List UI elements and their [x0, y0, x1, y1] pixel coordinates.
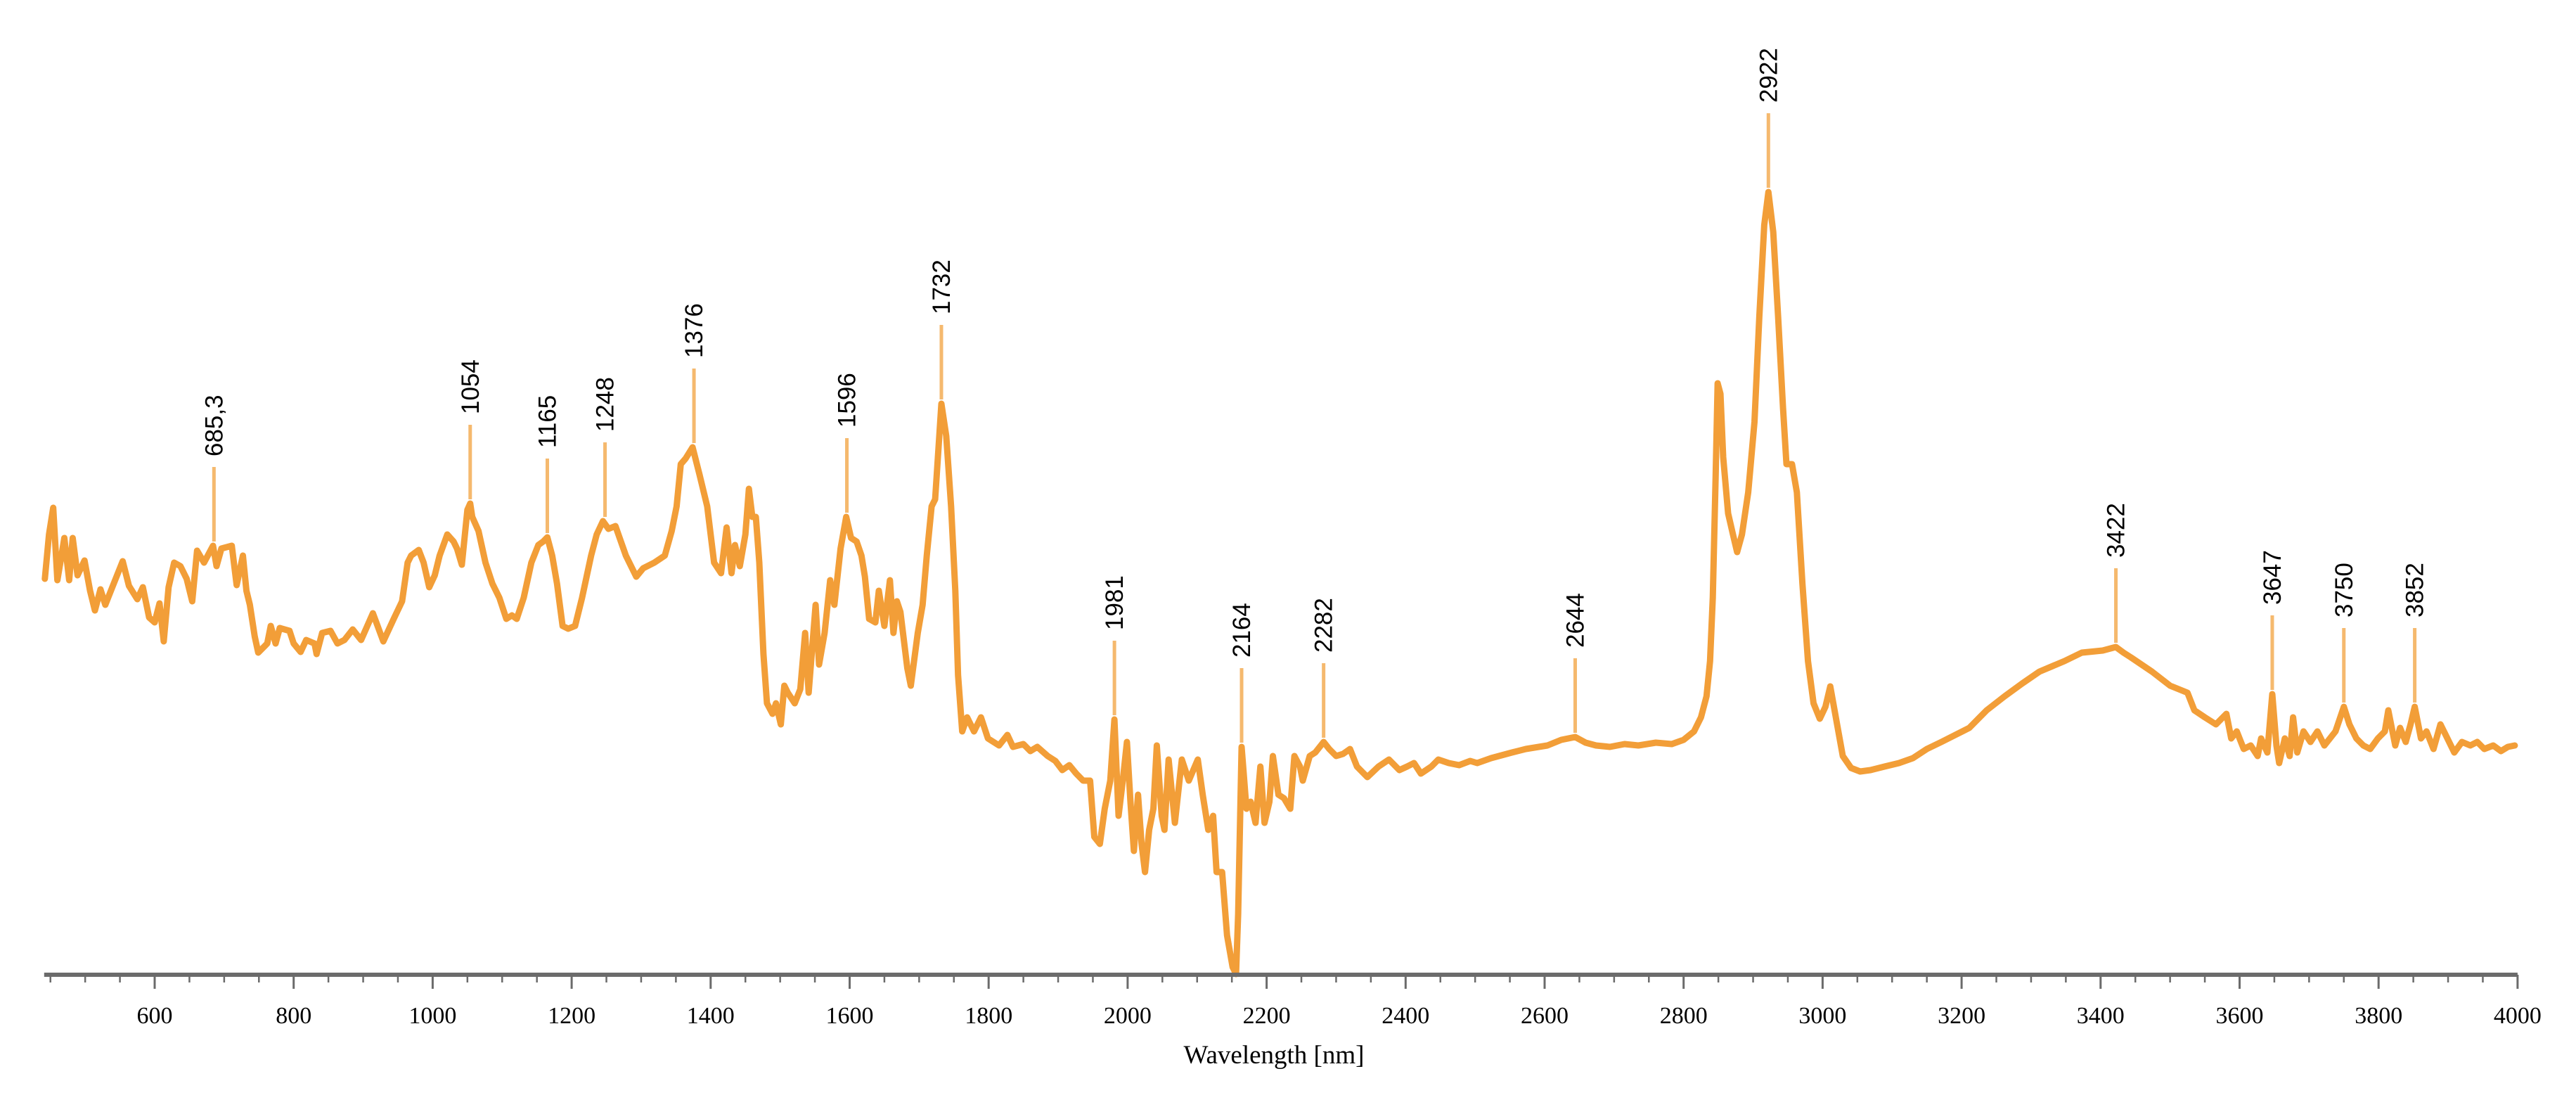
peak-label: 2644 — [1561, 593, 1589, 648]
x-tick-label: 2000 — [1104, 1003, 1152, 1029]
peak-label: 2282 — [1310, 598, 1338, 653]
x-tick-label: 800 — [276, 1003, 311, 1029]
x-tick-label: 4000 — [2494, 1003, 2542, 1029]
x-tick-label: 3200 — [1938, 1003, 1985, 1029]
x-tick-label: 1600 — [826, 1003, 874, 1029]
peak-annotation: 3750 — [2331, 563, 2358, 703]
peak-label: 1596 — [834, 373, 861, 428]
peak-annotation: 2282 — [1310, 598, 1338, 738]
x-tick-label: 2200 — [1243, 1003, 1291, 1029]
x-axis: 600 800 1000 1200 1400 1600 1800 2000 2200 2400 26… — [44, 973, 2542, 1070]
x-tick-label: 1000 — [408, 1003, 456, 1029]
peak-label: 1054 — [457, 359, 484, 414]
peak-label: 1248 — [592, 377, 619, 432]
x-axis-title: Wavelength [nm] — [1184, 1041, 1365, 1070]
peak-annotation: 1054 — [457, 359, 484, 499]
x-tick-label: 1400 — [687, 1003, 735, 1029]
x-tick-label: 2600 — [1521, 1003, 1569, 1029]
peak-annotation: 1732 — [928, 260, 955, 399]
peak-label: 3852 — [2402, 563, 2429, 617]
peak-label: 2164 — [1228, 603, 1256, 658]
peak-annotation: 3647 — [2259, 550, 2286, 690]
peak-label: 3422 — [2103, 503, 2130, 558]
peak-label: 1165 — [534, 395, 562, 448]
peak-label: 1732 — [928, 260, 955, 314]
peak-label: 1376 — [681, 303, 708, 358]
peak-label: 685,3 — [200, 395, 228, 456]
peak-label: 3647 — [2259, 550, 2286, 605]
x-tick-label: 2400 — [1382, 1003, 1429, 1029]
peak-annotation: 685,3 — [200, 395, 228, 542]
x-tick-label: 1200 — [548, 1003, 595, 1029]
peak-annotation: 2164 — [1228, 603, 1256, 743]
peak-annotation: 2922 — [1755, 48, 1782, 188]
peak-annotation: 3422 — [2103, 503, 2130, 643]
peak-label: 2922 — [1755, 48, 1782, 103]
peak-annotations: 685,3 1054 1165 1248 1376 1596 1732 1981 2164 228… — [200, 48, 2429, 743]
peak-annotation: 3852 — [2402, 563, 2429, 703]
x-tick-label: 2800 — [1660, 1003, 1708, 1029]
peak-annotation: 1165 — [534, 395, 562, 533]
x-tick-label: 600 — [137, 1003, 173, 1029]
peak-annotation: 1376 — [681, 303, 708, 443]
x-tick-label: 3600 — [2216, 1003, 2264, 1029]
x-axis-ticks — [49, 975, 2519, 989]
x-tick-label: 3000 — [1798, 1003, 1846, 1029]
peak-annotation: 1981 — [1101, 575, 1128, 715]
spectrum-line — [41, 188, 2518, 978]
peak-annotation: 1248 — [592, 377, 619, 517]
x-tick-label: 3800 — [2355, 1003, 2402, 1029]
x-tick-label: 1800 — [965, 1003, 1012, 1029]
x-tick-label: 3400 — [2077, 1003, 2125, 1029]
peak-annotation: 1596 — [834, 373, 861, 513]
peak-label: 3750 — [2331, 563, 2358, 617]
peak-annotation: 2644 — [1561, 593, 1589, 733]
peak-label: 1981 — [1101, 575, 1128, 630]
x-axis-tick-labels: 600 800 1000 1200 1400 1600 1800 2000 2200 2400 26… — [137, 1003, 2542, 1029]
